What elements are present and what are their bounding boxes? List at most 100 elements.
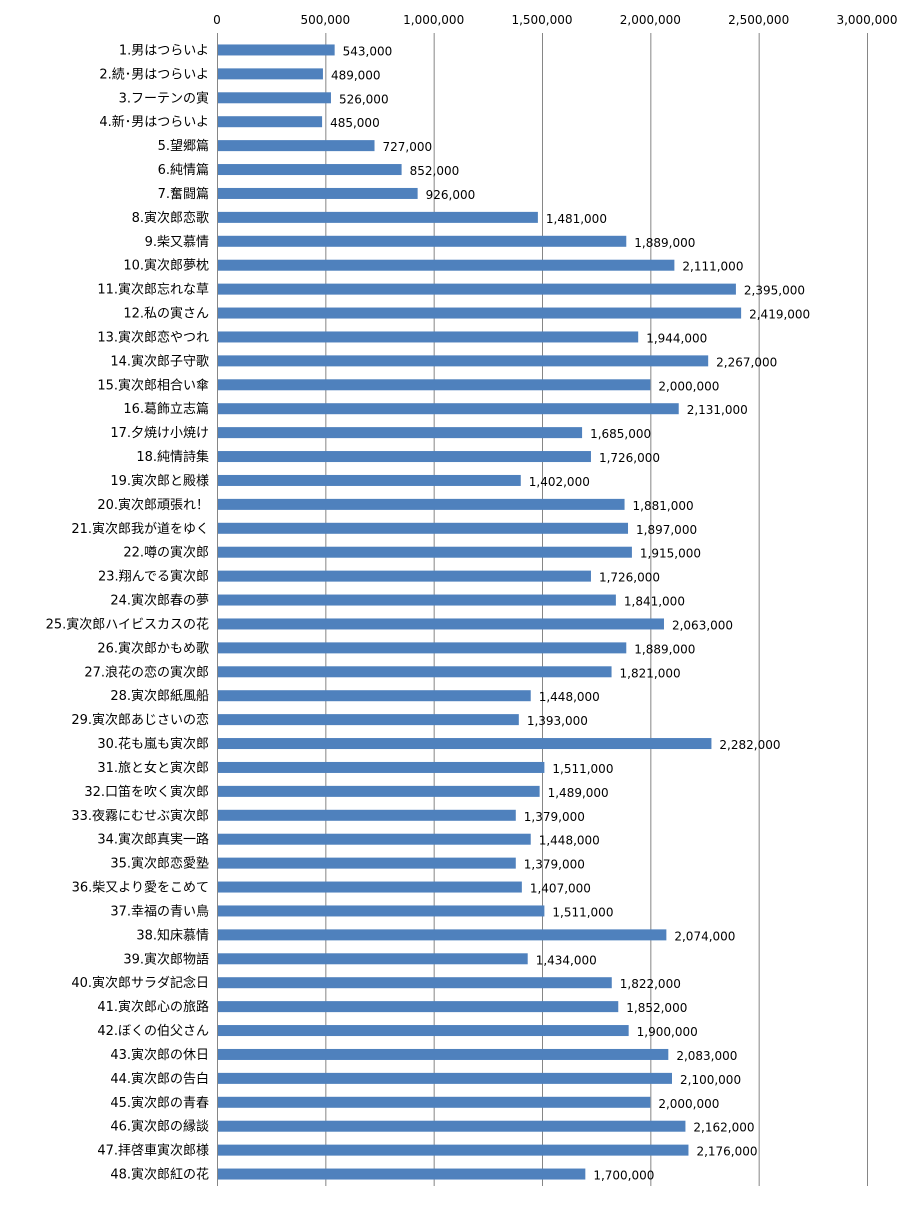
data-label: 2,131,000 [687, 403, 748, 417]
bar [217, 809, 516, 821]
bar [217, 1168, 586, 1180]
bar [217, 1025, 629, 1037]
category-label: 40.寅次郎サラダ記念日 [71, 975, 209, 991]
bar [217, 666, 612, 678]
bar [217, 977, 612, 989]
bar [217, 929, 667, 941]
category-label: 32.口笛を吹く寅次郎 [84, 784, 209, 800]
category-label: 19.寅次郎と殿様 [110, 473, 209, 489]
category-label: 11.寅次郎忘れな草 [97, 282, 209, 298]
data-label: 2,000,000 [658, 379, 719, 393]
data-label: 1,889,000 [634, 642, 695, 656]
bar [217, 1120, 686, 1132]
bar [217, 905, 545, 917]
data-label: 2,100,000 [680, 1073, 741, 1087]
category-label: 1.男はつらいよ [119, 43, 209, 58]
bar [217, 1001, 619, 1013]
data-label: 1,407,000 [530, 882, 591, 896]
data-label: 2,419,000 [749, 308, 810, 322]
bar [217, 953, 528, 965]
data-label: 2,074,000 [674, 929, 735, 943]
data-label: 2,063,000 [672, 618, 733, 632]
data-label: 2,000,000 [658, 1097, 719, 1111]
bar [217, 283, 736, 295]
data-label: 1,726,000 [599, 571, 660, 585]
bar [217, 331, 639, 343]
category-label: 34.寅次郎真実一路 [97, 832, 209, 848]
bar [217, 235, 627, 247]
bar [217, 642, 627, 654]
bar [217, 546, 632, 558]
category-label: 42.ぼくの伯父さん [97, 1024, 209, 1039]
data-label: 1,448,000 [539, 690, 600, 704]
category-label: 43.寅次郎の休日 [110, 1047, 209, 1063]
data-label: 1,726,000 [599, 451, 660, 465]
bar [217, 68, 323, 80]
bar [217, 570, 591, 582]
bar [217, 618, 664, 630]
category-labels: 1.男はつらいよ 2.続･男はつらいよ 3.フーテンの寅 4.新･男はつらいよ 5.望郷… [46, 43, 209, 1182]
category-label: 25.寅次郎ハイビスカスの花 [46, 616, 209, 632]
bar [217, 44, 335, 56]
bar [217, 116, 323, 128]
bars [217, 44, 742, 1180]
data-label: 1,434,000 [536, 953, 597, 967]
x-tick-label: 500,000 [301, 13, 351, 27]
bar [217, 594, 616, 606]
bar [217, 1144, 689, 1156]
category-label: 24.寅次郎春の夢 [110, 593, 209, 609]
category-label: 17.夕焼け小焼け [110, 426, 209, 441]
data-label: 1,481,000 [546, 212, 607, 226]
x-tick-label: 1,500,000 [511, 13, 572, 27]
data-label: 2,267,000 [716, 355, 777, 369]
data-label: 1,402,000 [529, 475, 590, 489]
category-label: 38.知床慕情 [136, 927, 209, 943]
data-label: 1,881,000 [633, 499, 694, 513]
grid-lines [217, 33, 868, 1186]
data-label: 1,841,000 [624, 595, 685, 609]
category-label: 28.寅次郎紙風船 [110, 688, 209, 704]
category-label: 23.翔んでる寅次郎 [98, 569, 209, 585]
category-label: 12.私の寅さん [123, 306, 209, 322]
bar [217, 92, 331, 104]
data-label: 1,915,000 [640, 547, 701, 561]
category-label: 45.寅次郎の青春 [110, 1095, 209, 1111]
bar [217, 522, 629, 534]
x-tick-label: 1,000,000 [403, 13, 464, 27]
category-label: 30.花も嵐も寅次郎 [97, 736, 209, 752]
data-label: 1,852,000 [626, 1001, 687, 1015]
category-label: 20.寅次郎頑張れ！ [97, 497, 209, 513]
data-label: 526,000 [339, 92, 389, 106]
data-label: 2,395,000 [744, 284, 805, 298]
data-label: 489,000 [331, 68, 381, 82]
category-label: 7.奮闘篇 [158, 187, 209, 202]
bar [217, 761, 545, 773]
bar [217, 187, 418, 199]
category-label: 26.寅次郎かもめ歌 [97, 640, 209, 656]
bar [217, 833, 531, 845]
category-label: 6.純情篇 [158, 163, 209, 178]
data-label: 1,897,000 [636, 523, 697, 537]
data-label: 1,448,000 [539, 834, 600, 848]
category-label: 31.旅と女と寅次郎 [97, 760, 209, 776]
data-label: 1,889,000 [634, 236, 695, 250]
category-label: 15.寅次郎相合い傘 [97, 377, 209, 393]
data-label: 2,162,000 [693, 1121, 754, 1135]
data-label: 2,282,000 [719, 738, 780, 752]
bar [217, 714, 519, 726]
bar [217, 1096, 651, 1108]
bar [217, 451, 591, 463]
category-label: 39.寅次郎物語 [123, 951, 209, 967]
bar [217, 881, 522, 893]
bar [217, 474, 521, 486]
bar [217, 355, 709, 367]
bar [217, 379, 651, 391]
data-label: 2,176,000 [696, 1145, 757, 1159]
category-label: 27.浪花の恋の寅次郎 [84, 664, 209, 680]
category-label: 48.寅次郎紅の花 [110, 1167, 209, 1183]
category-label: 46.寅次郎の縁談 [110, 1119, 209, 1135]
data-label: 926,000 [426, 188, 476, 202]
bar [217, 738, 712, 750]
category-label: 8.寅次郎恋歌 [132, 210, 209, 226]
